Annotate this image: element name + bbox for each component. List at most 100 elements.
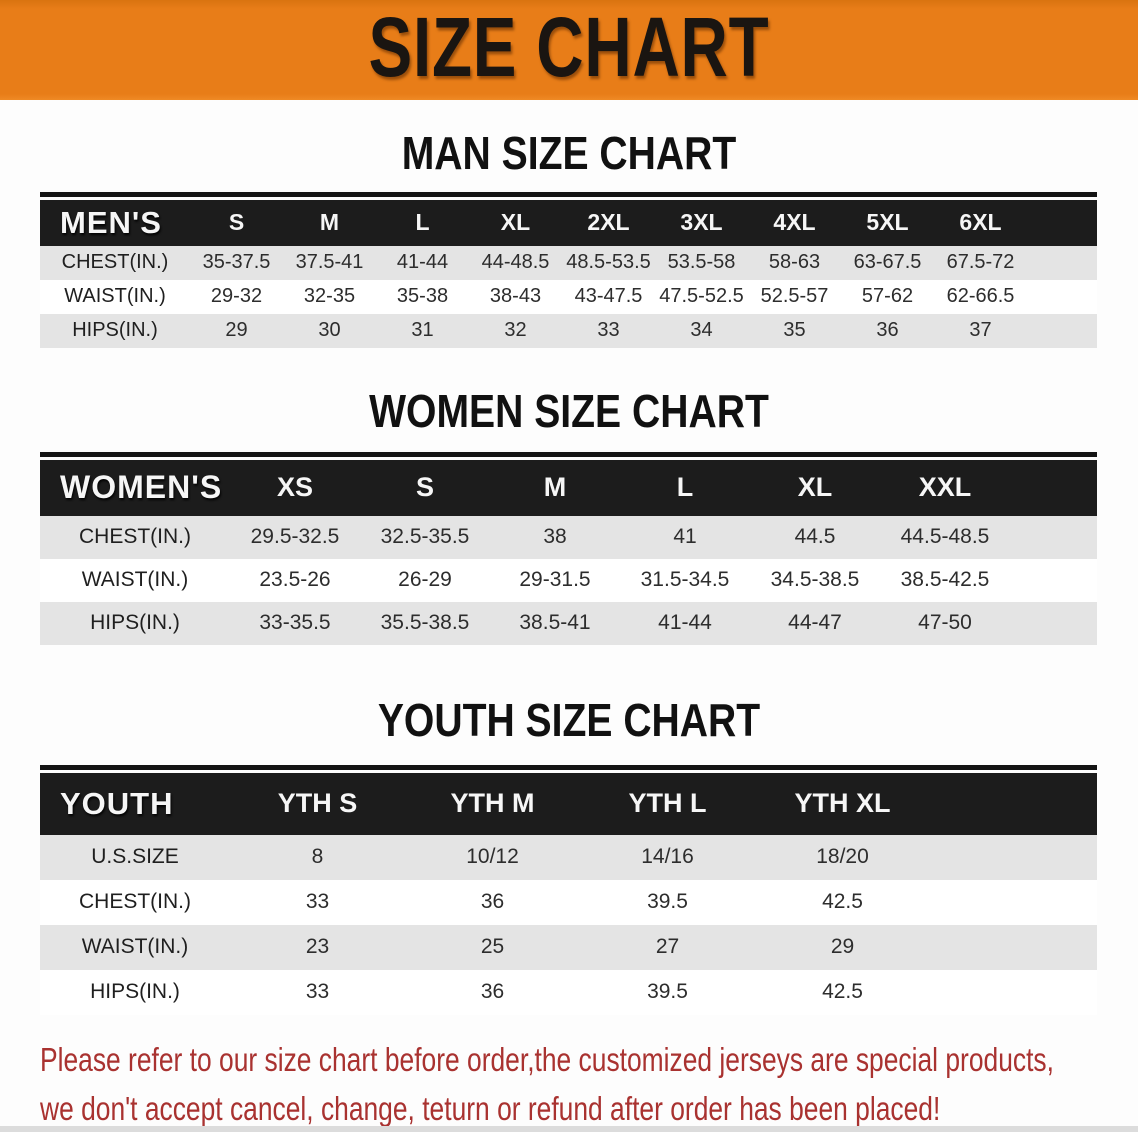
cell: 47-50 bbox=[880, 601, 1010, 645]
women-group-label: WOMEN'S bbox=[40, 459, 230, 516]
cell: 41-44 bbox=[620, 601, 750, 645]
youth-col-header: YTH S bbox=[230, 772, 405, 835]
women-header-row: WOMEN'S XS S M L XL XXL bbox=[40, 459, 1097, 516]
spacer-cell bbox=[1027, 313, 1097, 348]
spacer-cell bbox=[1010, 601, 1097, 645]
cell: 53.5-58 bbox=[655, 245, 748, 280]
cell: 63-67.5 bbox=[841, 245, 934, 280]
spacer-cell bbox=[930, 924, 1097, 970]
cell: 18/20 bbox=[755, 834, 930, 880]
cell: 58-63 bbox=[748, 245, 841, 280]
cell: 14/16 bbox=[580, 834, 755, 880]
cell: 35-37.5 bbox=[190, 245, 283, 280]
cell: 42.5 bbox=[755, 879, 930, 925]
spacer-cell bbox=[930, 772, 1097, 835]
cell: 42.5 bbox=[755, 969, 930, 1015]
table-row: WAIST(IN.) 23 25 27 29 bbox=[40, 924, 1097, 970]
cell: 8 bbox=[230, 834, 405, 880]
table-row: HIPS(IN.) 33 36 39.5 42.5 bbox=[40, 969, 1097, 1015]
row-label: CHEST(IN.) bbox=[40, 245, 190, 280]
cell: 23 bbox=[230, 924, 405, 970]
cell: 36 bbox=[841, 313, 934, 348]
row-label: WAIST(IN.) bbox=[40, 558, 230, 602]
youth-group-label: YOUTH bbox=[40, 772, 230, 835]
cell: 23.5-26 bbox=[230, 558, 360, 602]
row-label: WAIST(IN.) bbox=[40, 924, 230, 970]
cell: 44.5-48.5 bbox=[880, 515, 1010, 559]
cell: 10/12 bbox=[405, 834, 580, 880]
cell: 35.5-38.5 bbox=[360, 601, 490, 645]
cell: 29-31.5 bbox=[490, 558, 620, 602]
table-row: CHEST(IN.) 35-37.5 37.5-41 41-44 44-48.5… bbox=[40, 245, 1097, 280]
table-row: WAIST(IN.) 23.5-26 26-29 29-31.5 31.5-34… bbox=[40, 558, 1097, 602]
cell: 52.5-57 bbox=[748, 279, 841, 314]
table-row: WAIST(IN.) 29-32 32-35 35-38 38-43 43-47… bbox=[40, 279, 1097, 314]
cell: 43-47.5 bbox=[562, 279, 655, 314]
row-label: HIPS(IN.) bbox=[40, 601, 230, 645]
cell: 38.5-41 bbox=[490, 601, 620, 645]
women-section-title: WOMEN SIZE CHART bbox=[369, 384, 769, 437]
cell: 57-62 bbox=[841, 279, 934, 314]
cell: 33 bbox=[562, 313, 655, 348]
cell: 39.5 bbox=[580, 969, 755, 1015]
youth-header-row: YOUTH YTH S YTH M YTH L YTH XL bbox=[40, 772, 1097, 835]
row-label: HIPS(IN.) bbox=[40, 969, 230, 1015]
cell: 32 bbox=[469, 313, 562, 348]
men-section-title: MAN SIZE CHART bbox=[401, 127, 737, 179]
table-row: CHEST(IN.) 29.5-32.5 32.5-35.5 38 41 44.… bbox=[40, 515, 1097, 559]
cell: 32-35 bbox=[283, 279, 376, 314]
women-section: WOMEN SIZE CHART WOMEN'S XS S M L XL bbox=[0, 385, 1138, 645]
spacer-cell bbox=[1027, 245, 1097, 280]
spacer-cell bbox=[930, 834, 1097, 880]
cell: 37 bbox=[934, 313, 1027, 348]
cell: 35 bbox=[748, 313, 841, 348]
cell: 47.5-52.5 bbox=[655, 279, 748, 314]
cell: 27 bbox=[580, 924, 755, 970]
men-col-header: 6XL bbox=[934, 199, 1027, 246]
women-col-header: L bbox=[620, 459, 750, 516]
men-size-table: MEN'S S M L XL 2XL 3XL 4XL 5XL 6XL bbox=[40, 191, 1097, 348]
youth-section-title: YOUTH SIZE CHART bbox=[377, 693, 761, 746]
men-col-header: L bbox=[376, 199, 469, 246]
cell: 32.5-35.5 bbox=[360, 515, 490, 559]
men-col-header: XL bbox=[469, 199, 562, 246]
cell: 31 bbox=[376, 313, 469, 348]
spacer-cell bbox=[1010, 558, 1097, 602]
men-col-header: 4XL bbox=[748, 199, 841, 246]
cell: 37.5-41 bbox=[283, 245, 376, 280]
cell: 26-29 bbox=[360, 558, 490, 602]
banner-title: SIZE CHART bbox=[368, 0, 770, 94]
row-label: CHEST(IN.) bbox=[40, 515, 230, 559]
cell: 41 bbox=[620, 515, 750, 559]
disclaimer-line-2: we don't accept cancel, change, teturn o… bbox=[40, 1090, 941, 1128]
row-label: WAIST(IN.) bbox=[40, 279, 190, 314]
disclaimer: Please refer to our size chart before or… bbox=[40, 1035, 1138, 1132]
men-col-header: S bbox=[190, 199, 283, 246]
cell: 62-66.5 bbox=[934, 279, 1027, 314]
women-col-header: M bbox=[490, 459, 620, 516]
spacer-cell bbox=[1027, 199, 1097, 246]
spacer-cell bbox=[930, 969, 1097, 1015]
women-col-header: XS bbox=[230, 459, 360, 516]
women-size-table: WOMEN'S XS S M L XL XXL CHEST(IN.) 29.5-… bbox=[40, 451, 1097, 645]
spacer-cell bbox=[930, 879, 1097, 925]
cell: 29-32 bbox=[190, 279, 283, 314]
cell: 38-43 bbox=[469, 279, 562, 314]
youth-section: YOUTH SIZE CHART YOUTH YTH S YTH M YTH L… bbox=[0, 694, 1138, 1015]
cell: 29 bbox=[190, 313, 283, 348]
row-label: HIPS(IN.) bbox=[40, 313, 190, 348]
cell: 33-35.5 bbox=[230, 601, 360, 645]
men-group-label: MEN'S bbox=[40, 199, 190, 246]
table-row: U.S.SIZE 8 10/12 14/16 18/20 bbox=[40, 834, 1097, 880]
row-label: CHEST(IN.) bbox=[40, 879, 230, 925]
cell: 44-47 bbox=[750, 601, 880, 645]
cell: 44.5 bbox=[750, 515, 880, 559]
men-col-header: 3XL bbox=[655, 199, 748, 246]
cell: 36 bbox=[405, 969, 580, 1015]
men-col-header: M bbox=[283, 199, 376, 246]
cell: 29 bbox=[755, 924, 930, 970]
men-col-header: 2XL bbox=[562, 199, 655, 246]
cell: 44-48.5 bbox=[469, 245, 562, 280]
table-row: HIPS(IN.) 33-35.5 35.5-38.5 38.5-41 41-4… bbox=[40, 601, 1097, 645]
